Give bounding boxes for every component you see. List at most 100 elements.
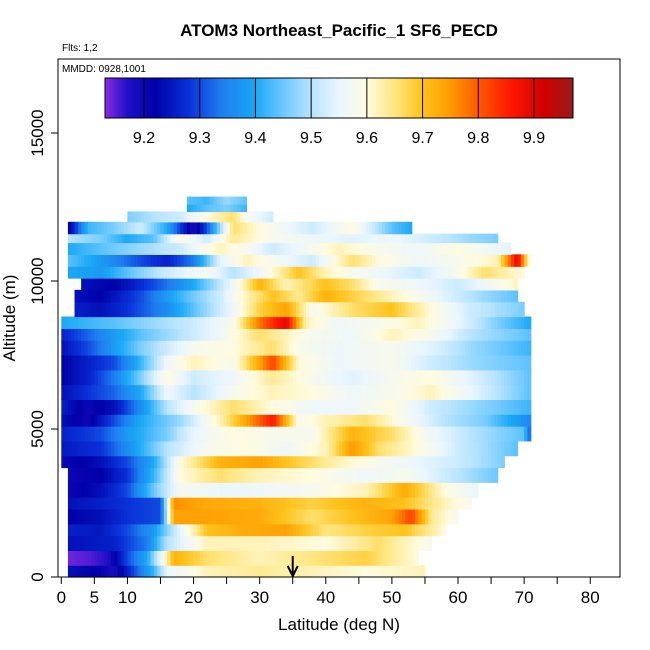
heatmap-cell xyxy=(527,328,532,341)
heatmap-cell xyxy=(262,399,267,415)
heatmap-cell xyxy=(438,414,443,427)
heatmap-cell xyxy=(335,254,340,267)
heatmap-cell xyxy=(299,242,304,255)
heatmap-cell xyxy=(444,233,449,244)
heatmap-cell xyxy=(153,242,158,255)
heatmap-cell xyxy=(368,399,373,415)
heatmap-cell xyxy=(262,316,267,329)
heatmap-cell xyxy=(67,426,72,442)
heatmap-cell xyxy=(454,426,459,442)
heatmap-cell xyxy=(177,426,181,442)
heatmap-cell xyxy=(216,254,221,267)
heatmap-cell xyxy=(246,565,251,578)
heatmap-cell xyxy=(124,467,129,483)
colorbar-segment xyxy=(525,78,528,118)
heatmap-cell xyxy=(408,254,413,267)
heatmap-cell xyxy=(61,455,66,469)
heatmap-cell xyxy=(124,455,129,469)
heatmap-cell xyxy=(451,301,456,318)
heatmap-cell xyxy=(418,384,423,400)
heatmap-cell xyxy=(358,328,363,341)
heatmap-cell xyxy=(219,440,224,457)
heatmap-cell xyxy=(322,455,327,469)
heatmap-cell xyxy=(259,289,264,303)
heatmap-cell xyxy=(170,211,175,223)
heatmap-cell xyxy=(107,440,112,457)
heatmap-cell xyxy=(305,340,310,356)
heatmap-cell xyxy=(67,316,72,329)
heatmap-cell xyxy=(325,550,330,566)
heatmap-cell xyxy=(325,455,330,469)
heatmap-cell xyxy=(352,523,357,537)
heatmap-cell xyxy=(74,399,79,415)
heatmap-cell xyxy=(325,316,330,329)
heatmap-cell xyxy=(124,535,129,551)
heatmap-cell xyxy=(84,369,89,386)
heatmap-cell xyxy=(408,301,413,318)
heatmap-cell xyxy=(272,497,277,510)
heatmap-cell xyxy=(269,467,274,483)
heatmap-cell xyxy=(309,550,314,566)
heatmap-cell xyxy=(372,233,376,244)
heatmap-cell xyxy=(365,278,370,291)
heatmap-cell xyxy=(213,565,218,578)
heatmap-cell xyxy=(305,508,310,525)
heatmap-cell xyxy=(362,266,367,279)
heatmap-cell xyxy=(381,467,386,483)
heatmap-cell xyxy=(223,316,228,329)
heatmap-cell xyxy=(219,204,224,213)
heatmap-cell xyxy=(186,426,191,442)
heatmap-cell xyxy=(491,369,495,386)
heatmap-cell xyxy=(372,440,376,457)
heatmap-cell xyxy=(405,369,410,386)
heatmap-cell xyxy=(143,467,148,483)
heatmap-cell xyxy=(177,482,181,498)
heatmap-cell xyxy=(279,384,284,400)
heatmap-cell xyxy=(431,497,436,510)
heatmap-cell xyxy=(405,289,410,303)
colorbar-segment xyxy=(127,78,130,118)
heatmap-cell xyxy=(279,340,284,356)
colorbar-segment xyxy=(561,78,564,118)
heatmap-cell xyxy=(464,467,469,483)
heatmap-cell xyxy=(401,535,406,551)
heatmap-cell xyxy=(398,340,403,356)
heatmap-cell xyxy=(444,301,449,318)
colorbar-segment xyxy=(359,78,362,118)
heatmap-cell xyxy=(173,301,178,318)
heatmap-cell xyxy=(180,550,185,566)
heatmap-cell xyxy=(107,316,112,329)
heatmap-cell xyxy=(229,440,234,457)
heatmap-cell xyxy=(302,301,307,318)
heatmap-cell xyxy=(345,340,350,356)
heatmap-cell xyxy=(292,523,297,537)
heatmap-cell xyxy=(213,266,218,279)
heatmap-cell xyxy=(319,565,324,578)
heatmap-cell xyxy=(358,508,363,525)
heatmap-cell xyxy=(110,233,115,244)
heatmap-cell xyxy=(362,289,367,303)
heatmap-cell xyxy=(180,455,185,469)
heatmap-cell xyxy=(110,440,115,457)
heatmap-cell xyxy=(236,399,241,415)
heatmap-cell xyxy=(381,414,386,427)
heatmap-cell xyxy=(418,523,423,537)
heatmap-cell xyxy=(309,467,314,483)
heatmap-cell xyxy=(206,440,211,457)
heatmap-cell xyxy=(196,550,201,566)
heatmap-cell xyxy=(481,233,486,244)
heatmap-cell xyxy=(167,497,171,510)
colorbar-segment xyxy=(179,78,182,118)
heatmap-cell xyxy=(239,497,244,510)
heatmap-cell xyxy=(494,384,499,400)
heatmap-cell xyxy=(130,233,135,244)
heatmap-cell xyxy=(120,289,125,303)
heatmap-cell xyxy=(444,384,449,400)
heatmap-cell xyxy=(348,565,353,578)
heatmap-cell xyxy=(345,399,350,415)
heatmap-cell xyxy=(325,535,330,551)
heatmap-cell xyxy=(143,242,148,255)
heatmap-cell xyxy=(500,355,505,371)
heatmap-cell xyxy=(150,289,155,303)
heatmap-cell xyxy=(256,550,261,566)
